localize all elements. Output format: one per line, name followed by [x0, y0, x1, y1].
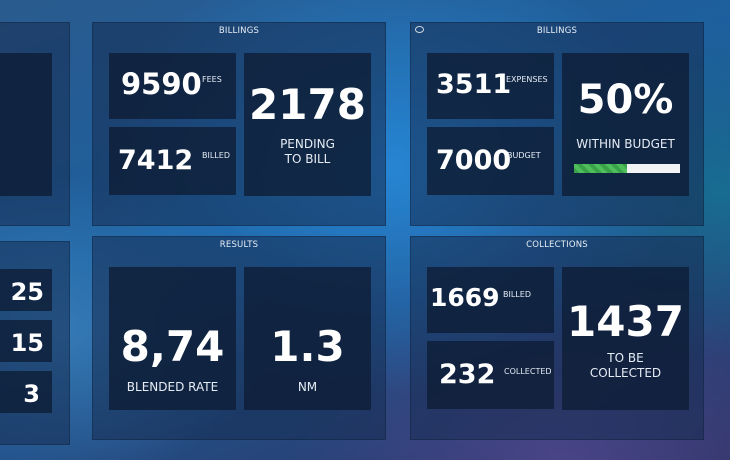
comment-icon[interactable] — [415, 26, 424, 33]
blended-rate-tile: 8,74 BLENDED RATE — [109, 267, 236, 410]
pending-value: 2178 — [249, 80, 366, 129]
budget-progress-bar — [574, 164, 680, 173]
left-list-item: 25 — [0, 269, 52, 311]
budget-progress-fill — [574, 164, 627, 173]
fees-label: FEES — [202, 75, 222, 84]
blended-rate-value: 8,74 — [120, 322, 225, 371]
to-be-collected-tile: 1437 TO BE COLLECTED — [562, 267, 689, 410]
collections-panel: COLLECTIONS 1669 BILLED 232 COLLECTED 14… — [410, 236, 704, 440]
to-be-collected-value: 1437 — [567, 297, 684, 346]
within-budget-label: WITHIN BUDGET — [576, 137, 675, 151]
expenses-tile: 3511 EXPENSES — [427, 53, 554, 119]
left-list-value: 3 — [23, 380, 40, 408]
collected-value: 232 — [439, 359, 496, 390]
panel-title: BILLINGS — [218, 26, 260, 36]
fees-tile: 9590 FEES — [109, 53, 236, 119]
left-list-value: 15 — [10, 329, 44, 357]
left-bottom-panel: 25 15 3 — [0, 241, 70, 445]
collections-billed-value: 1669 — [430, 283, 500, 312]
blended-rate-label: BLENDED RATE — [126, 380, 219, 394]
billings-panel: BILLINGS 9590 FEES 7412 BILLED 2178 PEND… — [92, 22, 386, 226]
collected-tile: 232 COLLECTED — [427, 341, 554, 409]
left-top-tile — [0, 53, 52, 196]
collections-billed-tile: 1669 BILLED — [427, 267, 554, 333]
pending-tile: 2178 PENDING TO BILL — [244, 53, 371, 196]
within-budget-tile: 50% WITHIN BUDGET — [562, 53, 689, 196]
expenses-value: 3511 — [436, 69, 512, 100]
to-be-collected-label: TO BE — [607, 351, 644, 365]
panel-title: RESULTS — [219, 240, 259, 250]
pending-label: PENDING — [280, 137, 335, 151]
billed-value: 7412 — [118, 145, 194, 176]
budget-tile: 7000 BUDGET — [427, 127, 554, 195]
left-list-item: 3 — [0, 371, 52, 413]
within-budget-value: 50% — [577, 77, 674, 123]
nm-label: NM — [297, 380, 318, 394]
fees-value: 9590 — [121, 67, 202, 101]
collected-label: COLLECTED — [504, 367, 552, 376]
to-be-collected-label: COLLECTED — [589, 366, 662, 380]
billings-budget-panel: BILLINGS 3511 EXPENSES 7000 BUDGET 50% W… — [410, 22, 704, 226]
billed-label: BILLED — [202, 151, 230, 160]
results-panel: RESULTS 8,74 BLENDED RATE 1.3 NM — [92, 236, 386, 440]
nm-tile: 1.3 NM — [244, 267, 371, 410]
budget-label: BUDGET — [507, 151, 541, 160]
collections-billed-label: BILLED — [503, 290, 531, 299]
pending-label: TO BILL — [284, 152, 331, 166]
panel-title: BILLINGS — [536, 26, 578, 36]
panel-title: COLLECTIONS — [526, 240, 588, 250]
left-top-panel — [0, 22, 70, 226]
expenses-label: EXPENSES — [506, 75, 548, 84]
left-list-value: 25 — [10, 278, 44, 306]
left-list-item: 15 — [0, 320, 52, 362]
billed-tile: 7412 BILLED — [109, 127, 236, 195]
nm-value: 1.3 — [270, 322, 345, 371]
budget-value: 7000 — [436, 145, 512, 176]
